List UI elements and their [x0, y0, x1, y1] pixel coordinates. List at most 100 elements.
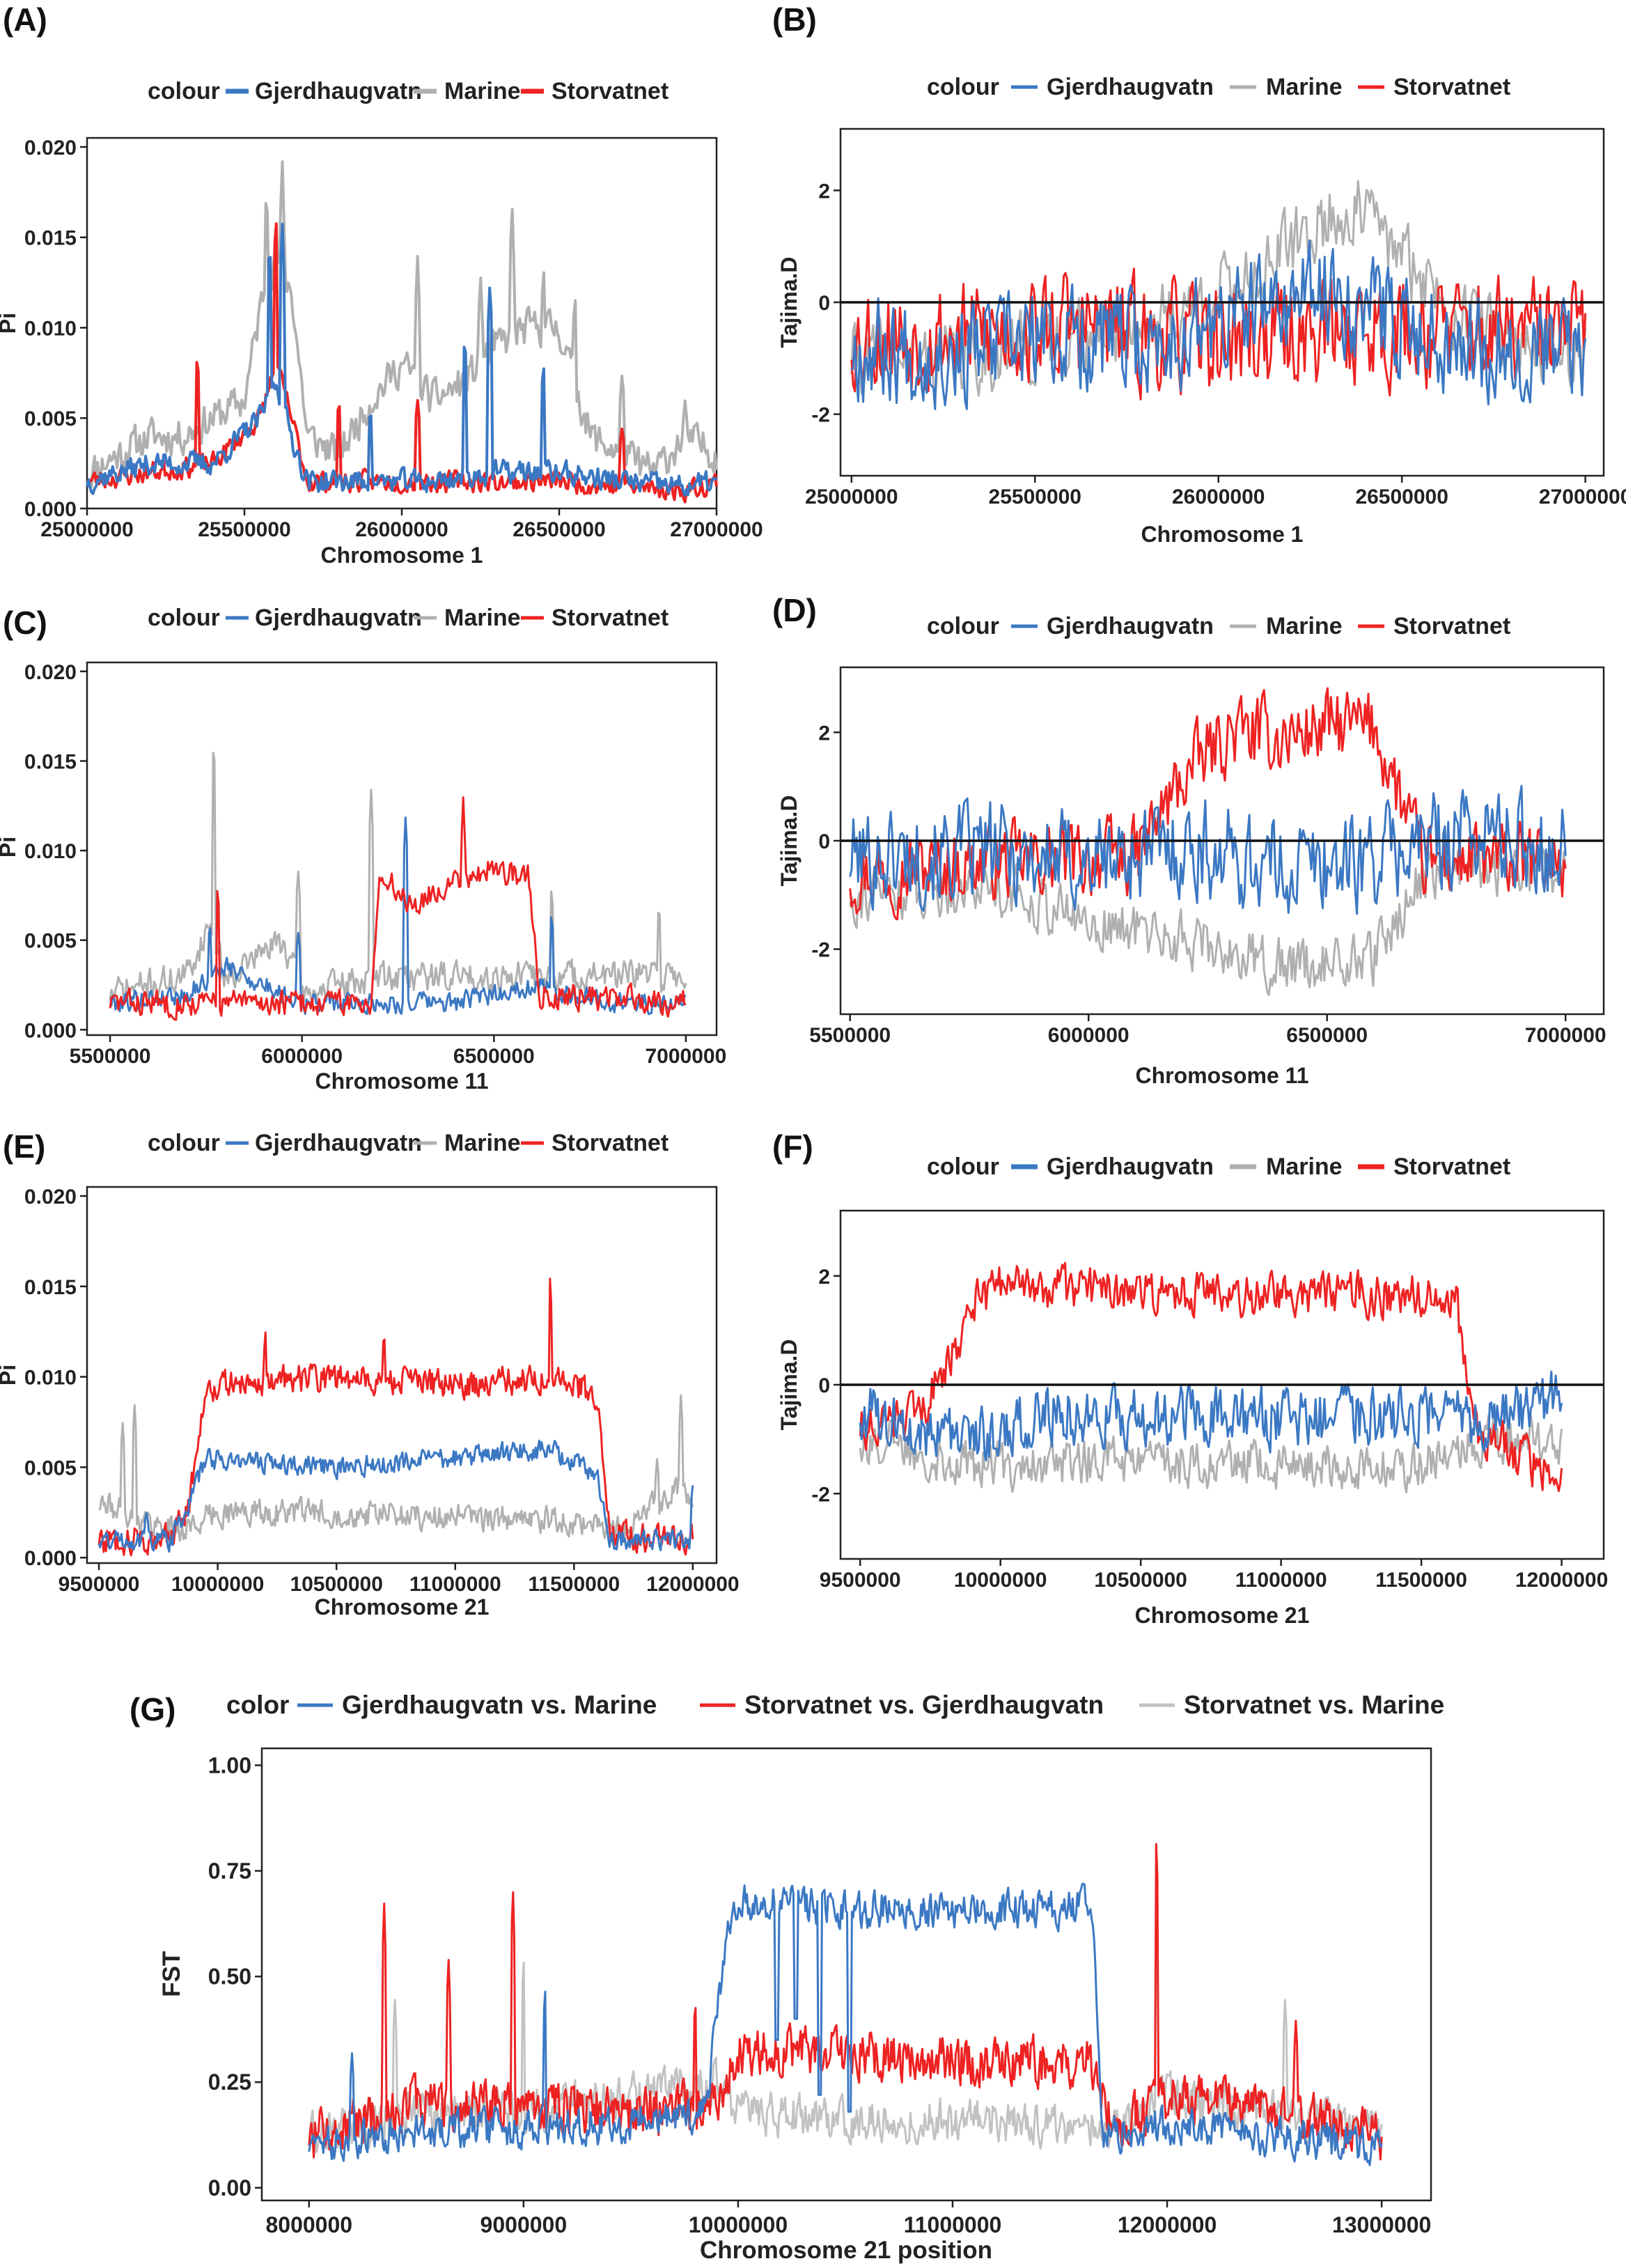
x-tick-label-g: 9000000	[480, 2212, 568, 2237]
legend-label-e-marine: Marine	[444, 1130, 521, 1156]
legend-title-c: colour	[148, 605, 220, 631]
legend-label-a-marine: Marine	[444, 78, 521, 104]
series-line-e-gjerdhaugvatn	[97, 1439, 694, 1553]
y-axis-label-f: Tajima.D	[776, 1339, 802, 1431]
y-tick-label-a: 0.020	[24, 137, 77, 160]
legend-label-f-storvatnet: Storvatnet	[1393, 1154, 1510, 1180]
panel-label-a: (A)	[3, 1, 47, 38]
x-tick-label-g: 13000000	[1332, 2212, 1431, 2237]
y-tick-label-f: -2	[811, 1483, 830, 1506]
y-tick-label-g: 0.25	[208, 2069, 251, 2095]
y-axis-label-b: Tajima.D	[776, 257, 802, 348]
series-line-c-marine	[109, 752, 687, 1006]
y-tick-label-g: 0.00	[208, 2175, 251, 2200]
panel-label-f: (F)	[772, 1128, 813, 1165]
y-tick-label-g: 0.75	[208, 1858, 251, 1883]
series-line-a-gjerdhaugvatn	[86, 222, 718, 497]
y-tick-label-e: 0.000	[24, 1547, 77, 1570]
y-tick-label-e: 0.020	[24, 1186, 77, 1209]
y-tick-label-c: 0.015	[24, 750, 77, 773]
series-line-c-storvatnet	[109, 796, 687, 1021]
series-line-f-storvatnet	[859, 1261, 1563, 1493]
y-tick-label-c: 0.010	[24, 840, 77, 863]
panel-d: (D) colour Gjerdhaugvatn Marine Storvatn…	[772, 592, 1607, 1088]
panel-b: (B) colour Gjerdhaugvatn Marine Storvatn…	[772, 1, 1626, 547]
series-line-d-gjerdhaugvatn	[849, 784, 1567, 915]
x-tick-label-b: 27000000	[1539, 486, 1626, 508]
legend-label-e-gjerdhaugvatn: Gjerdhaugvatn	[255, 1130, 422, 1156]
x-tick-label-f: 9500000	[820, 1569, 901, 1592]
x-tick-label-g: 10000000	[689, 2212, 788, 2237]
legend-title-g: color	[226, 1691, 289, 1719]
x-tick-label-a: 27000000	[670, 518, 763, 541]
series-line-b-gjerdhaugvatn	[851, 239, 1587, 410]
y-tick-label-a: 0.000	[24, 498, 77, 521]
x-tick-label-a: 26500000	[513, 518, 605, 541]
x-tick-label-c: 6000000	[261, 1045, 343, 1068]
legend-title-e: colour	[148, 1130, 220, 1156]
x-axis-label-g: Chromosome 21 position	[700, 2237, 992, 2264]
x-axis-label-e: Chromosome 21	[315, 1594, 490, 1620]
plot-frame-e	[86, 1186, 718, 1564]
legend-label-d-marine: Marine	[1266, 613, 1343, 639]
series-line-f-gjerdhaugvatn	[859, 1370, 1563, 1462]
legend-e: colour Gjerdhaugvatn Marine Storvatnet	[148, 1130, 669, 1156]
y-tick-label-a: 0.010	[24, 317, 77, 340]
x-tick-label-g: 11000000	[904, 2212, 1002, 2237]
x-tick-label-e: 11000000	[409, 1573, 501, 1596]
legend-label-c-marine: Marine	[444, 605, 521, 631]
y-axis-label-d: Tajima.D	[776, 795, 802, 887]
series-line-f-marine	[859, 1413, 1563, 1493]
x-tick-label-e: 9500000	[58, 1573, 140, 1596]
x-tick-label-a: 25500000	[198, 518, 290, 541]
panel-f: (F) colour Gjerdhaugvatn Marine Storvatn…	[772, 1128, 1608, 1628]
panel-label-b: (B)	[772, 1, 817, 38]
x-tick-label-g: 8000000	[265, 2212, 352, 2237]
panel-label-c: (C)	[3, 605, 47, 641]
x-axis-label-f: Chromosome 21	[1135, 1603, 1310, 1628]
panel-e: (E) colour Gjerdhaugvatn Marine Storvatn…	[0, 1128, 740, 1620]
y-tick-label-f: 2	[818, 1266, 830, 1289]
legend-a: colour Gjerdhaugvatn Marine Storvatnet	[148, 78, 669, 104]
y-tick-label-d: 0	[818, 830, 830, 853]
series-line-g-gjerdhaugvatn-vs-marine	[308, 1882, 1383, 2166]
x-tick-label-f: 11000000	[1235, 1569, 1327, 1592]
plot-area-b: 25000000 25500000 26000000 26500000 27000000…	[805, 180, 1626, 508]
legend-c: colour Gjerdhaugvatn Marine Storvatnet	[148, 605, 669, 631]
y-tick-label-c: 0.020	[24, 661, 77, 684]
y-axis-label-c: Pi	[0, 837, 20, 857]
legend-g: color Gjerdhaugvatn vs. Marine Storvatne…	[226, 1691, 1444, 1719]
legend-label-a-storvatnet: Storvatnet	[552, 78, 669, 104]
x-tick-label-f: 11500000	[1375, 1569, 1467, 1592]
legend-label-b-storvatnet: Storvatnet	[1393, 74, 1510, 100]
legend-label-g-gjerdhaugvatn-vs-marine: Gjerdhaugvatn vs. Marine	[342, 1691, 657, 1719]
panel-label-d: (D)	[772, 592, 817, 628]
legend-b: colour Gjerdhaugvatn Marine Storvatnet	[927, 74, 1510, 100]
y-tick-label-c: 0.005	[24, 930, 77, 953]
legend-title-f: colour	[927, 1154, 999, 1180]
x-tick-label-d: 7000000	[1525, 1024, 1607, 1047]
x-tick-label-g: 12000000	[1118, 2212, 1217, 2237]
x-tick-label-e: 11500000	[528, 1573, 620, 1596]
panel-a: (A) colour Gjerdhaugvatn Marine Storvatn…	[0, 1, 763, 568]
x-tick-label-f: 10000000	[954, 1569, 1047, 1592]
legend-f: colour Gjerdhaugvatn Marine Storvatnet	[927, 1154, 1510, 1180]
y-tick-label-e: 0.010	[24, 1367, 77, 1390]
x-axis-label-a: Chromosome 1	[321, 543, 483, 568]
y-tick-label-c: 0.000	[24, 1019, 77, 1042]
y-tick-label-b: 2	[818, 180, 830, 203]
plot-area-f: 9500000 10000000 10500000 11000000 11500000 1…	[811, 1261, 1608, 1592]
series-line-a-marine	[86, 160, 718, 488]
x-tick-label-b: 26500000	[1355, 486, 1448, 508]
legend-label-e-storvatnet: Storvatnet	[552, 1130, 669, 1156]
x-tick-label-f: 12000000	[1515, 1569, 1608, 1592]
legend-label-a-gjerdhaugvatn: Gjerdhaugvatn	[255, 78, 422, 104]
series-line-d-storvatnet	[849, 687, 1567, 921]
legend-label-b-marine: Marine	[1266, 74, 1343, 100]
y-tick-label-b: 0	[818, 292, 830, 315]
plot-frame-g	[260, 1747, 1432, 2202]
x-tick-label-e: 10000000	[171, 1573, 264, 1596]
series-line-e-marine	[98, 1394, 694, 1542]
y-axis-label-g: FST	[158, 1951, 185, 1997]
